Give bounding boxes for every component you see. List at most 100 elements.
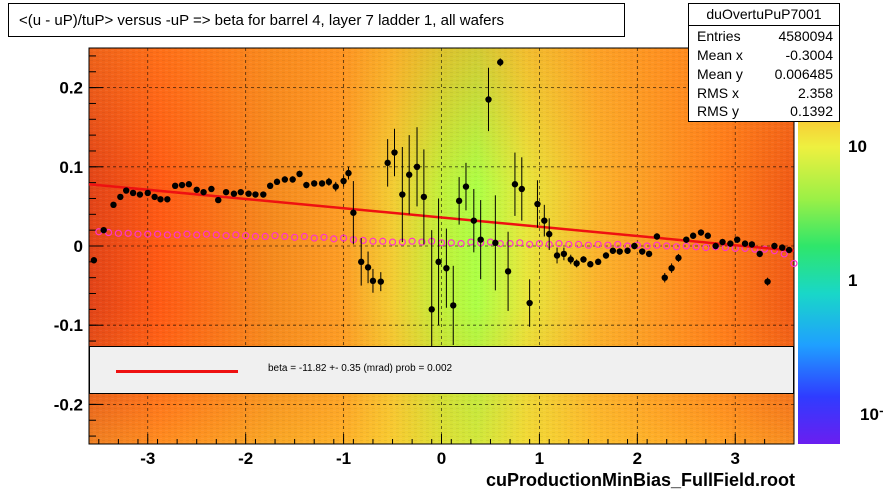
profile-point (124, 229, 132, 237)
profile-point (173, 231, 181, 239)
profile-point (506, 240, 514, 248)
profile-point (790, 259, 798, 268)
data-point (443, 264, 450, 272)
data-point (741, 240, 749, 247)
data-point (631, 242, 638, 250)
profile-point (310, 234, 318, 242)
profile-point (232, 231, 240, 239)
data-point (573, 260, 580, 267)
plot-area: -3 -2 -1 0 1 2 3 0.2 0.1 0 -0.1 -0.2 (54, 47, 798, 468)
data-point (420, 193, 428, 201)
data-point (178, 181, 186, 189)
x-tick-label: -2 (238, 449, 253, 468)
stats-row-mean-y: Mean y 0.006485 (697, 66, 833, 84)
y-tick-label: -0.2 (54, 395, 83, 414)
profile-point (339, 234, 348, 242)
data-point (518, 185, 525, 193)
profile-point (281, 232, 289, 241)
profile-point (134, 230, 142, 238)
data-point (384, 159, 391, 167)
profile-point (614, 240, 622, 249)
data-point (123, 187, 130, 194)
data-point (171, 182, 179, 190)
data-point (485, 96, 492, 103)
stats-row-entries: Entries 4580094 (697, 28, 833, 46)
data-point (704, 232, 712, 239)
data-point (260, 191, 267, 198)
data-point (616, 248, 623, 255)
profile-point (457, 240, 465, 248)
profile-point (163, 231, 171, 239)
data-point (526, 299, 533, 307)
data-point (779, 244, 786, 251)
profile-point (604, 241, 612, 249)
data-point (653, 233, 661, 240)
data-point (477, 236, 484, 243)
profile-point (202, 230, 211, 238)
profile-point (183, 230, 191, 238)
data-point (110, 201, 117, 209)
data-point (639, 248, 646, 255)
data-point (151, 193, 158, 201)
profile-point (653, 241, 661, 249)
data-point (602, 252, 610, 259)
profile-point (584, 241, 592, 249)
data-point (358, 258, 365, 266)
profile-point (565, 240, 573, 249)
data-point (546, 230, 553, 238)
data-point (748, 241, 756, 248)
data-point (266, 182, 274, 190)
profile-point (672, 243, 681, 251)
profile-point (300, 232, 309, 241)
data-point (200, 188, 207, 196)
profile-point (251, 232, 260, 241)
data-point (455, 197, 463, 205)
stats-key: Entries (697, 28, 741, 44)
profile-point (692, 243, 700, 251)
data-point (273, 178, 281, 186)
x-tick-label: 2 (633, 449, 642, 468)
data-point (164, 196, 171, 203)
fit-line (88, 182, 795, 252)
stats-key: Mean x (697, 47, 743, 63)
data-point (450, 302, 457, 309)
data-point (675, 254, 682, 262)
profile-point (144, 230, 152, 238)
data-point (697, 229, 705, 236)
profile-series (95, 228, 798, 268)
data-point (727, 240, 734, 247)
palette-label-1: 1 (848, 271, 857, 290)
data-point (311, 180, 318, 187)
data-point (587, 261, 594, 268)
data-point (580, 256, 587, 263)
data-point (318, 180, 326, 187)
data-point (712, 242, 719, 250)
y-tick-label: 0.2 (59, 79, 83, 98)
data-point (689, 232, 697, 239)
x-tick-label: -1 (336, 449, 351, 468)
palette-label-10: 10 (848, 137, 867, 156)
data-point (553, 252, 561, 259)
x-tick-label: 1 (535, 449, 544, 468)
stats-value: 0.1392 (790, 103, 833, 119)
profile-point (555, 240, 563, 248)
stats-divider (689, 25, 839, 26)
data-point (413, 163, 421, 170)
profile-point (320, 233, 328, 241)
profile-point (212, 231, 220, 239)
stats-row-mean-x: Mean x -0.3004 (697, 47, 833, 65)
profile-point (535, 240, 544, 248)
profile-point (663, 242, 671, 250)
profile-point (153, 230, 162, 238)
stats-histogram-name: duOvertuPuP7001 (706, 6, 822, 22)
data-point (193, 186, 200, 193)
profile-point (379, 237, 387, 245)
profile-point (291, 233, 299, 241)
data-point (534, 200, 541, 208)
data-point (497, 59, 504, 66)
data-point (157, 196, 164, 203)
data-point (303, 181, 310, 189)
y-tick-label: 0 (74, 237, 83, 256)
data-point (252, 191, 259, 198)
stats-value: 2.358 (797, 85, 833, 101)
